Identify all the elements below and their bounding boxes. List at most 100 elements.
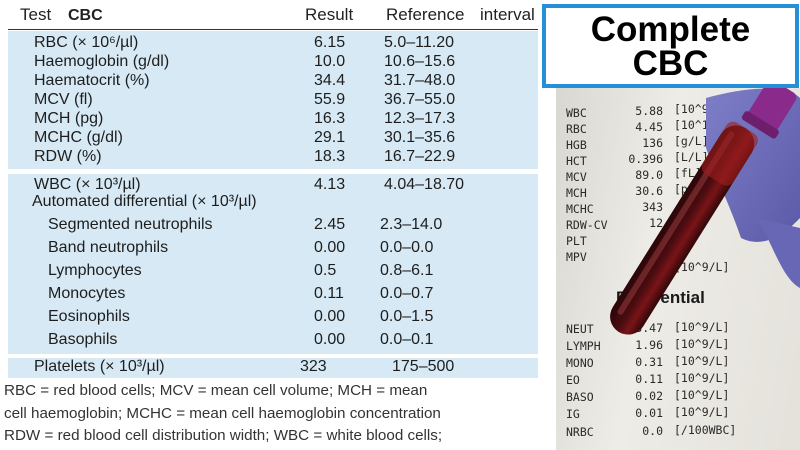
row-reference: 10.6–15.6 <box>384 53 456 70</box>
photo-unit: [g/L] <box>674 134 709 148</box>
table-row: RBC (× 10⁶/µl) 6.15 5.0–11.20 <box>8 34 538 55</box>
row-result: 2.45 <box>314 216 346 233</box>
row-reference: 2.3–14.0 <box>380 216 443 233</box>
row-result: 0.5 <box>314 262 337 279</box>
photo-label: LYMPH <box>566 339 601 353</box>
table-section-white-cells: WBC (× 10³/µl) 4.13 4.04–18.70 Automated… <box>8 174 538 354</box>
photo-label: MONO <box>566 356 594 370</box>
table-row: Haematocrit (%) 34.4 31.7–48.0 <box>8 72 538 93</box>
row-name: Platelets (× 10³/µl) <box>34 358 165 375</box>
row-result: 0.00 <box>314 308 346 325</box>
photo-value: 4.45 <box>635 120 663 134</box>
row-result: 55.9 <box>314 91 346 108</box>
photo-label: HGB <box>566 138 587 152</box>
row-result: 10.0 <box>314 53 346 70</box>
photo-unit: [10^9/L] <box>674 354 730 368</box>
photo-unit: [10^9/L] <box>674 371 730 385</box>
photo-label: BASO <box>566 390 594 404</box>
photo-label: NEUT <box>566 322 594 336</box>
row-result: 18.3 <box>314 148 346 165</box>
row-result: 323 <box>300 358 327 375</box>
row-name: MCH (pg) <box>34 110 104 127</box>
photo-value: 1.96 <box>635 338 663 352</box>
table-row: Automated differential (× 10³/µl) <box>8 193 538 214</box>
table-row: MCV (fl) 55.9 36.7–55.0 <box>8 91 538 112</box>
lab-report-photo: WBC 5.88 [10^9/L] RBC 4.45 [10^12/ HGB 1… <box>556 88 800 450</box>
row-reference: 175–500 <box>392 358 455 375</box>
row-name: WBC (× 10³/µl) <box>34 176 141 193</box>
row-result: 0.00 <box>314 331 346 348</box>
photo-unit: [10^9/L] <box>674 388 730 402</box>
photo-value: 0.396 <box>628 152 663 166</box>
photo-value: 0.02 <box>635 389 663 403</box>
photo-label: RDW-CV <box>566 218 608 232</box>
row-reference: 0.0–0.0 <box>380 239 434 256</box>
row-reference: 5.0–11.20 <box>384 34 454 51</box>
photo-label: MCH <box>566 186 587 200</box>
table-row: Band neutrophils 0.00 0.0–0.0 <box>8 239 538 260</box>
differential-label: Automated differential (× 10³/µl) <box>32 193 257 210</box>
photo-label: EO <box>566 373 580 387</box>
title-line-1: Complete <box>590 10 751 49</box>
photo-label: NRBC <box>566 425 594 439</box>
header-result: Result <box>305 5 354 24</box>
photo-unit: [/100WBC] <box>674 423 737 437</box>
row-reference: 16.7–22.9 <box>384 148 456 165</box>
table-row: WBC (× 10³/µl) 4.13 4.04–18.70 <box>8 176 538 197</box>
photo-value: 0.31 <box>635 355 663 369</box>
photo-value: 343 <box>642 200 663 214</box>
table-row: Basophils 0.00 0.0–0.1 <box>8 331 538 352</box>
photo-unit: [L/L] <box>674 150 709 164</box>
footnote-line: RDW = red blood cell distribution width;… <box>4 427 443 444</box>
header-cbc: CBC <box>68 7 103 24</box>
photo-value: 30.6 <box>635 184 663 198</box>
photo-value: 89.0 <box>635 168 663 182</box>
title-box: Complete CBC <box>542 4 799 88</box>
row-name: Lymphocytes <box>48 262 142 279</box>
photo-label: RBC <box>566 122 587 136</box>
photo-value: 0.01 <box>635 406 663 420</box>
photo-value: 136 <box>642 136 663 150</box>
tube-cap-shape <box>741 88 797 139</box>
photo-label: PLT <box>566 234 587 248</box>
row-name: MCHC (g/dl) <box>34 129 123 146</box>
table-row: Segmented neutrophils 2.45 2.3–14.0 <box>8 216 538 237</box>
photo-label: MCV <box>566 170 587 184</box>
row-result: 34.4 <box>314 72 346 89</box>
photo-value: 12 <box>649 216 663 230</box>
glove-finger-shape <box>756 218 800 288</box>
row-reference: 0.0–0.7 <box>380 285 434 302</box>
photo-label: MCHC <box>566 202 594 216</box>
row-result: 16.3 <box>314 110 346 127</box>
cbc-table: Test CBC Result Reference interval RBC (… <box>8 5 538 378</box>
photo-unit: [10^9/L] <box>674 260 730 274</box>
row-name: Monocytes <box>48 285 126 302</box>
row-reference: 0.0–1.5 <box>380 308 434 325</box>
row-name: Haematocrit (%) <box>34 72 150 89</box>
row-reference: 0.0–0.1 <box>380 331 434 348</box>
photo-value: 0.11 <box>635 372 663 386</box>
row-result: 4.13 <box>314 176 346 193</box>
table-section-red-cells: RBC (× 10⁶/µl) 6.15 5.0–11.20 Haemoglobi… <box>8 31 538 169</box>
photo-unit: [10^9/L] <box>674 337 730 351</box>
row-reference: 31.7–48.0 <box>384 72 456 89</box>
photo-unit: [10^9/L] <box>674 320 730 334</box>
header-interval: interval <box>480 5 535 24</box>
blood-tube-image <box>610 88 800 335</box>
table-row: MCH (pg) 16.3 12.3–17.3 <box>8 110 538 131</box>
row-name: Haemoglobin (g/dl) <box>34 53 170 70</box>
row-reference: 30.1–35.6 <box>384 129 456 146</box>
row-name: Basophils <box>48 331 118 348</box>
row-reference: 36.7–55.0 <box>384 91 456 108</box>
row-reference: 4.04–18.70 <box>384 176 465 193</box>
header-reference: Reference <box>386 5 465 24</box>
row-name: Segmented neutrophils <box>48 216 213 233</box>
table-row: Monocytes 0.11 0.0–0.7 <box>8 285 538 306</box>
row-name: Band neutrophils <box>48 239 169 256</box>
photo-label: MPV <box>566 250 587 264</box>
footnote-line: RBC = red blood cells; MCV = mean cell v… <box>4 382 428 399</box>
footnote-line: cell haemoglobin; MCHC = mean cell haemo… <box>4 404 441 422</box>
abbreviation-footnote: RBC = red blood cells; MCV = mean cell v… <box>4 380 544 448</box>
title-line-2: CBC <box>632 44 709 83</box>
tube-body-shape <box>610 121 758 335</box>
